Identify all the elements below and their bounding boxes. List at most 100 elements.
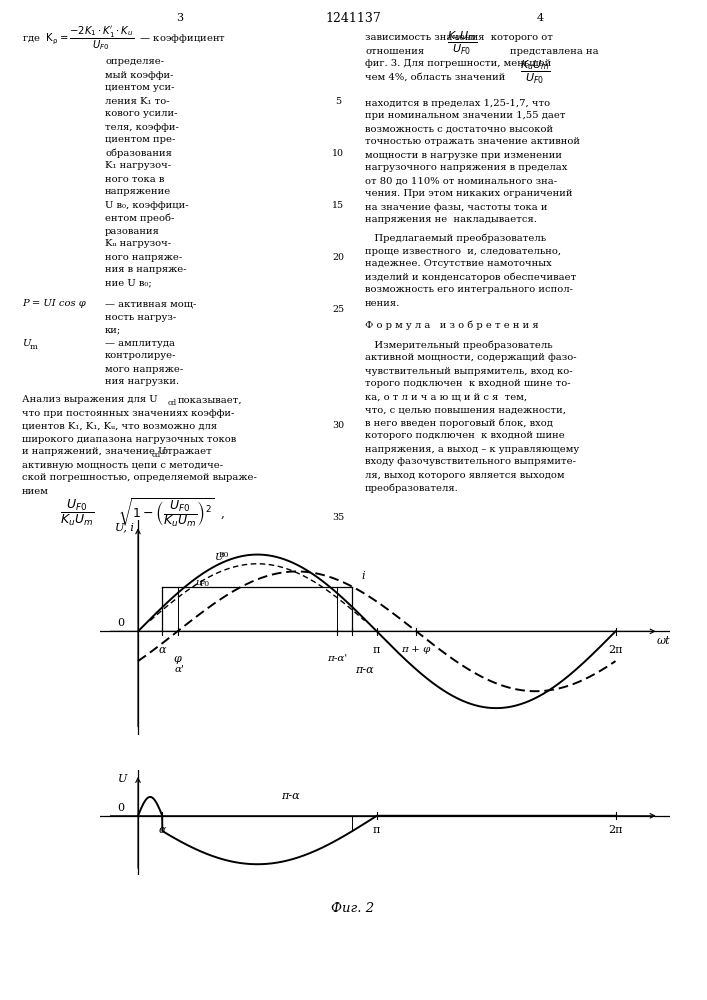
- Text: cd: cd: [152, 451, 161, 459]
- Text: что, с целью повышения надежности,: что, с целью повышения надежности,: [365, 406, 566, 414]
- Text: m: m: [30, 343, 38, 351]
- Text: от 80 до 110% от номинального зна-: от 80 до 110% от номинального зна-: [365, 176, 557, 186]
- Text: α: α: [158, 645, 166, 655]
- Text: и напряжений, значение U: и напряжений, значение U: [22, 448, 167, 456]
- Text: активной мощности, содержащий фазо-: активной мощности, содержащий фазо-: [365, 354, 577, 362]
- Text: ления K₁ то-: ления K₁ то-: [105, 97, 170, 105]
- Text: α: α: [158, 825, 166, 835]
- Text: мый коэффи-: мый коэффи-: [105, 70, 173, 80]
- Text: 35: 35: [332, 512, 344, 522]
- Text: ентом преоб-: ентом преоб-: [105, 213, 175, 223]
- Text: мощности в нагрузке при изменении: мощности в нагрузке при изменении: [365, 150, 562, 159]
- Text: Kᵤ нагрузоч-: Kᵤ нагрузоч-: [105, 239, 171, 248]
- Text: Предлагаемый преобразователь: Предлагаемый преобразователь: [365, 233, 546, 243]
- Text: на значение фазы, частоты тока и: на значение фазы, частоты тока и: [365, 202, 547, 212]
- Text: которого подключен  к входной шине: которого подключен к входной шине: [365, 432, 565, 440]
- Text: $\dfrac{U_{F0}}{K_u U_m}$: $\dfrac{U_{F0}}{K_u U_m}$: [60, 498, 94, 528]
- Text: ля, выход которого является выходом: ля, выход которого является выходом: [365, 471, 564, 480]
- Text: входу фазочувствительного выпрямите-: входу фазочувствительного выпрямите-: [365, 458, 576, 466]
- Text: активную мощность цепи с методиче-: активную мощность цепи с методиче-: [22, 460, 223, 470]
- Text: образования: образования: [105, 148, 172, 158]
- Text: теля, коэффи-: теля, коэффи-: [105, 122, 179, 131]
- Text: циентом пре-: циентом пре-: [105, 135, 175, 144]
- Text: преобразователя.: преобразователя.: [365, 483, 459, 493]
- Text: при номинальном значении 1,55 дает: при номинальном значении 1,55 дает: [365, 111, 566, 120]
- Text: мого напряже-: мого напряже-: [105, 364, 183, 373]
- Text: u: u: [195, 578, 201, 587]
- Text: возможность его интегрального испол-: возможность его интегрального испол-: [365, 286, 573, 294]
- Text: U в₀, коэффици-: U в₀, коэффици-: [105, 200, 189, 210]
- Text: кового усили-: кового усили-: [105, 109, 177, 118]
- Text: π: π: [373, 645, 380, 655]
- Text: показывает,: показывает,: [178, 395, 243, 404]
- Text: что при постоянных значениях коэффи-: что при постоянных значениях коэффи-: [22, 408, 235, 418]
- Text: 20: 20: [332, 252, 344, 261]
- Text: 3: 3: [177, 13, 184, 23]
- Text: U: U: [118, 774, 127, 784]
- Text: $\dfrac{K_u U_m}{U_{F0}}$: $\dfrac{K_u U_m}{U_{F0}}$: [520, 58, 551, 86]
- Text: ние U в₀;: ние U в₀;: [105, 278, 152, 288]
- Text: K₁ нагрузоч-: K₁ нагрузоч-: [105, 161, 171, 170]
- Text: в него введен пороговый блок, вход: в него введен пороговый блок, вход: [365, 418, 553, 428]
- Text: чем 4%, область значений: чем 4%, область значений: [365, 73, 506, 82]
- Text: $\sqrt{1 - \left(\dfrac{U_{F0}}{K_u U_m}\right)^2}$  ,: $\sqrt{1 - \left(\dfrac{U_{F0}}{K_u U_m}…: [118, 496, 225, 530]
- Text: $\dfrac{K_u U_m}{U_{F0}}$: $\dfrac{K_u U_m}{U_{F0}}$: [447, 29, 477, 57]
- Text: зависимость значения  которого от: зависимость значения которого от: [365, 33, 553, 42]
- Text: P = UI cos φ: P = UI cos φ: [22, 300, 86, 308]
- Text: ки;: ки;: [105, 326, 121, 334]
- Text: Фиг. 2: Фиг. 2: [332, 902, 375, 914]
- Text: ωt: ωt: [657, 636, 671, 646]
- Text: ность нагруз-: ность нагруз-: [105, 312, 176, 322]
- Text: Анализ выражения для U: Анализ выражения для U: [22, 395, 158, 404]
- Text: точностью отражать значение активной: точностью отражать значение активной: [365, 137, 580, 146]
- Text: — активная мощ-: — активная мощ-: [105, 300, 197, 308]
- Text: U: U: [22, 338, 30, 348]
- Text: надежнее. Отсутствие намоточных: надежнее. Отсутствие намоточных: [365, 259, 551, 268]
- Text: Измерительный преобразователь: Измерительный преобразователь: [365, 340, 553, 350]
- Text: B0: B0: [218, 551, 229, 559]
- Text: 30: 30: [332, 422, 344, 430]
- Text: Ф о р м у л а   и з о б р е т е н и я: Ф о р м у л а и з о б р е т е н и я: [365, 320, 539, 330]
- Text: циентов K₁, K₁, Kᵤ, что возможно для: циентов K₁, K₁, Kᵤ, что возможно для: [22, 422, 217, 430]
- Text: U: U: [214, 553, 223, 562]
- Text: чения. При этом никаких ограничений: чения. При этом никаких ограничений: [365, 190, 573, 198]
- Text: возможность с достаточно высокой: возможность с достаточно высокой: [365, 124, 553, 133]
- Text: ного тока в: ного тока в: [105, 174, 164, 184]
- Text: α': α': [174, 665, 184, 674]
- Text: π: π: [373, 825, 380, 835]
- Text: 25: 25: [332, 304, 344, 314]
- Text: контролируе-: контролируе-: [105, 352, 177, 360]
- Text: напряжения не  накладывается.: напряжения не накладывается.: [365, 216, 537, 225]
- Text: 1241137: 1241137: [325, 11, 381, 24]
- Text: — амплитуда: — амплитуда: [105, 338, 175, 348]
- Text: ного напряже-: ного напряже-: [105, 252, 182, 261]
- Text: ния нагрузки.: ния нагрузки.: [105, 377, 179, 386]
- Text: находится в пределах 1,25-1,7, что: находится в пределах 1,25-1,7, что: [365, 99, 550, 107]
- Text: нием: нием: [22, 487, 49, 495]
- Text: U, i: U, i: [115, 523, 134, 533]
- Text: ния в напряже-: ния в напряже-: [105, 265, 187, 274]
- Text: 2π: 2π: [608, 825, 623, 835]
- Text: разования: разования: [105, 227, 160, 235]
- Text: 0: 0: [118, 618, 125, 628]
- Text: нагрузочного напряжения в пределах: нагрузочного напряжения в пределах: [365, 163, 568, 172]
- Text: π-α': π-α': [327, 654, 347, 663]
- Text: φ: φ: [174, 654, 182, 664]
- Text: i: i: [361, 571, 365, 581]
- Text: напряжение: напряжение: [105, 188, 171, 196]
- Text: фиг. 3. Для погрешности, меньшей: фиг. 3. Для погрешности, меньшей: [365, 60, 551, 68]
- Text: отношения: отношения: [365, 46, 424, 55]
- Text: π-α: π-α: [356, 665, 374, 675]
- Text: широкого диапазона нагрузочных токов: широкого диапазона нагрузочных токов: [22, 434, 236, 444]
- Text: торого подключен  к входной шине то-: торого подключен к входной шине то-: [365, 379, 571, 388]
- Text: cd: cd: [168, 399, 177, 407]
- Text: 0: 0: [118, 803, 125, 813]
- Text: ской погрешностью, определяемой выраже-: ской погрешностью, определяемой выраже-: [22, 474, 257, 483]
- Text: определяе-: определяе-: [105, 57, 164, 66]
- Text: отражает: отражает: [162, 448, 213, 456]
- Text: 5: 5: [335, 97, 341, 105]
- Text: 4: 4: [537, 13, 544, 23]
- Text: F0: F0: [199, 580, 210, 588]
- Text: нения.: нения.: [365, 298, 400, 308]
- Text: чувствительный выпрямитель, вход ко-: чувствительный выпрямитель, вход ко-: [365, 366, 573, 375]
